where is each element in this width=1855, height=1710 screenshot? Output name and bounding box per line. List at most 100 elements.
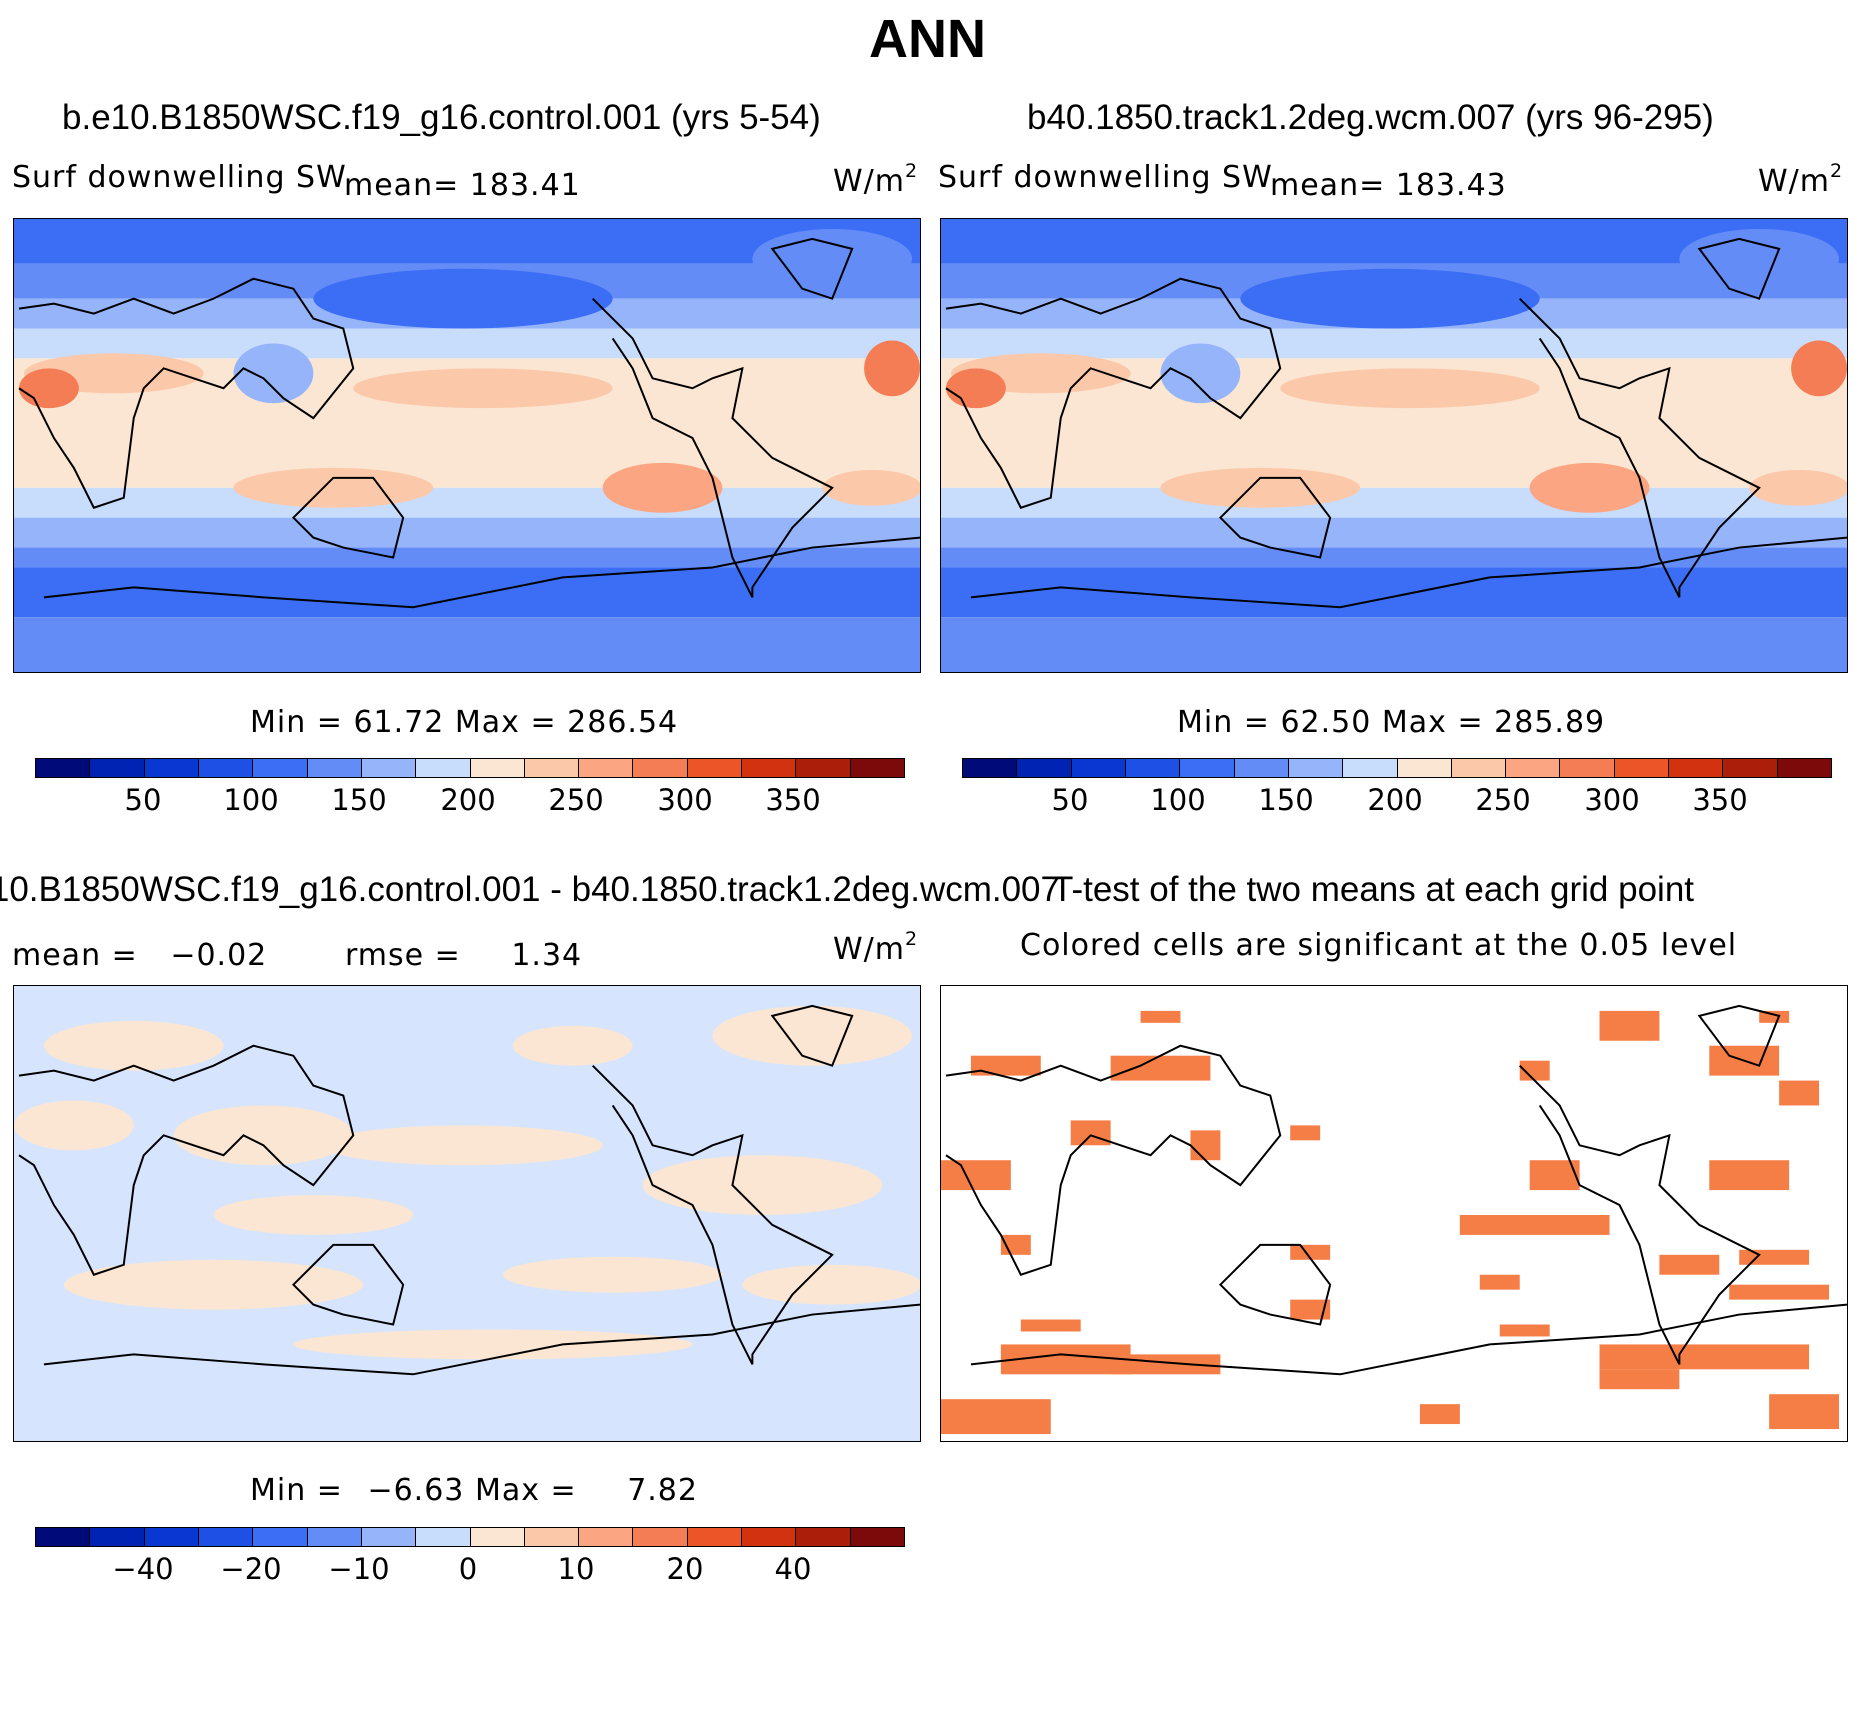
colorbar-swatch	[198, 1528, 254, 1546]
colorbar-tick: 150	[1258, 783, 1314, 817]
field-blob-1	[313, 268, 613, 329]
units-label: W/m2	[833, 928, 919, 967]
colorbar-tick: 40	[774, 1552, 812, 1586]
colorbar-tick: 100	[223, 783, 279, 817]
colorbar-swatch	[1723, 759, 1778, 777]
field-blob-6	[602, 462, 723, 513]
map-ttest	[940, 985, 1848, 1442]
mean-readout: mean = −0.02	[12, 938, 268, 973]
min-max-readout: Min = 61.72 Max = 286.54	[250, 705, 679, 740]
min-max-readout: Min = −6.63 Max = 7.82	[250, 1473, 698, 1508]
field-band-7	[941, 517, 1847, 548]
max-value: 7.82	[627, 1473, 698, 1508]
field-blob-5	[1280, 368, 1540, 409]
colorbar-swatch	[144, 1528, 199, 1546]
coastlines	[945, 237, 1847, 609]
coastlines	[18, 237, 920, 609]
field-blob-4	[18, 368, 79, 409]
map-ttest-svg	[941, 986, 1847, 1441]
difference-title-clip: b.e10.B1850WSC.f19_g16.control.001 - b40…	[0, 868, 1060, 918]
min-value: 61.72	[353, 705, 445, 740]
colorbar	[35, 758, 905, 778]
colorbar-swatch	[1071, 759, 1126, 777]
map-difference	[13, 985, 921, 1442]
colorbar-tick: 0	[458, 1552, 478, 1586]
colorbar-swatch	[90, 759, 145, 777]
colorbar-swatch	[198, 759, 254, 777]
min-value: 62.50	[1280, 705, 1372, 740]
field-band-8	[14, 547, 920, 568]
field-band-7	[14, 517, 920, 548]
colorbar-swatch	[470, 759, 525, 777]
colorbar-swatch	[796, 759, 851, 777]
colorbar-swatch	[1343, 759, 1398, 777]
colorbar-tick: −20	[220, 1552, 282, 1586]
colorbar-swatch	[1777, 759, 1831, 777]
field-blob-2	[752, 228, 913, 289]
panel-title-ttest: T-test of the two means at each grid poi…	[1052, 870, 1695, 909]
field-blob-9	[233, 343, 314, 404]
max-value: 285.89	[1494, 705, 1606, 740]
units-label: W/m2	[1758, 160, 1844, 199]
coastlines	[945, 1004, 1847, 1376]
field-blob-10	[1791, 340, 1847, 397]
field-band-6	[14, 487, 920, 518]
mean-value: 183.43	[1395, 168, 1507, 203]
colorbar-swatch	[1506, 759, 1561, 777]
colorbar-swatch	[144, 759, 199, 777]
colorbar-swatch	[1669, 759, 1724, 777]
colorbar-swatch	[1288, 759, 1344, 777]
colorbar-swatch	[687, 759, 743, 777]
colorbar-tick: −40	[112, 1552, 174, 1586]
colorbar-tick: 20	[666, 1552, 704, 1586]
field-band-9	[941, 567, 1847, 618]
field-band-10	[941, 617, 1847, 672]
min-value: −6.63	[367, 1473, 465, 1508]
colorbar-tick: 350	[1692, 783, 1748, 817]
colorbar-swatch	[253, 1528, 308, 1546]
colorbar-swatch	[307, 1528, 362, 1546]
colorbar-swatch	[633, 1528, 688, 1546]
variable-label: Surf downwelling SW	[12, 160, 347, 195]
mean-value: −0.02	[170, 938, 268, 973]
rmse-value: 1.34	[511, 938, 583, 973]
map-control	[13, 218, 921, 673]
colorbar-swatch	[524, 1528, 580, 1546]
field-blob-8	[1160, 467, 1361, 508]
colorbar-tick: −10	[328, 1552, 390, 1586]
ttest-subtitle: Colored cells are significant at the 0.0…	[1020, 928, 1738, 963]
panel-title-difference: b.e10.B1850WSC.f19_g16.control.001 - b40…	[0, 870, 1060, 909]
field-blob-4	[945, 368, 1006, 409]
field-blob-2	[1679, 228, 1840, 289]
colorbar-swatch	[470, 1528, 525, 1546]
colorbar-tick: 200	[440, 783, 496, 817]
field-band-9	[14, 567, 920, 618]
colorbar-swatch	[416, 759, 471, 777]
colorbar-tick: 10	[557, 1552, 595, 1586]
rmse-readout: rmse = 1.34	[345, 938, 583, 973]
colorbar-swatch	[1614, 759, 1670, 777]
field-blob-7	[822, 469, 920, 506]
field-blob-10	[864, 340, 920, 397]
colorbar-tick: 300	[657, 783, 713, 817]
map-experiment-svg	[941, 219, 1847, 672]
field-blob-8	[233, 467, 434, 508]
colorbar-swatch	[36, 1528, 91, 1546]
colorbar-swatch	[361, 1528, 417, 1546]
max-value: 286.54	[567, 705, 679, 740]
colorbar-tick: 250	[548, 783, 604, 817]
colorbar-swatch	[742, 1528, 797, 1546]
colorbar-ticks: 50 100 150 200 250 300 350	[962, 783, 1832, 823]
map-difference-svg	[14, 986, 920, 1441]
mean-label: mean= 183.43	[1270, 168, 1507, 203]
figure-title: ANN	[869, 9, 986, 69]
min-max-readout: Min = 62.50 Max = 285.89	[1177, 705, 1606, 740]
colorbar-swatch	[253, 759, 308, 777]
mean-label: mean= 183.41	[344, 168, 581, 203]
field-band-8	[941, 547, 1847, 568]
panel-title-control: b.e10.B1850WSC.f19_g16.control.001 (yrs …	[62, 98, 821, 137]
colorbar-swatch	[850, 759, 904, 777]
colorbar-swatch	[307, 759, 362, 777]
map-control-svg	[14, 219, 920, 672]
colorbar-tick: 300	[1584, 783, 1640, 817]
